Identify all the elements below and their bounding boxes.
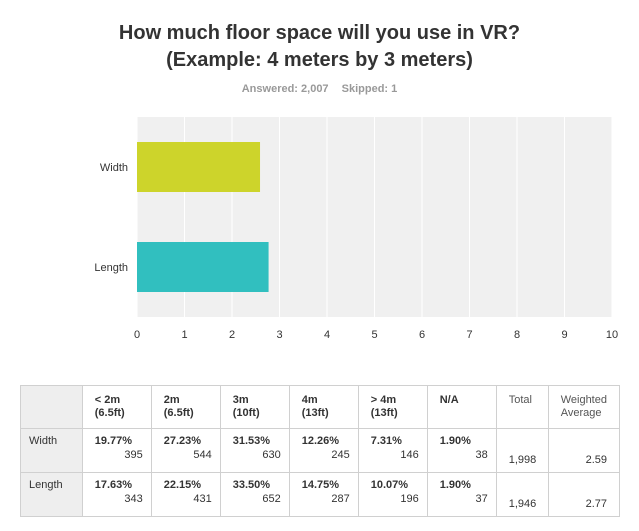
bar-chart: 0 1 2 3 4 5 6 7 8 9 10 Width Length bbox=[94, 117, 618, 341]
x-tick-label-9: 9 bbox=[561, 329, 567, 341]
table-row-width: Width 19.77% 395 27.23% 544 31.53% 630 12.2… bbox=[20, 428, 621, 473]
x-tick-label-6: 6 bbox=[419, 329, 425, 341]
col-header-2m: 2m (6.5ft) bbox=[150, 385, 221, 429]
question-title: How much floor space will you use in VR?… bbox=[0, 20, 639, 74]
cell-length-na: 1.90% 37 bbox=[426, 472, 497, 517]
col-header-4m: 4m (13ft) bbox=[288, 385, 359, 429]
cell-length-4m: 14.75% 287 bbox=[288, 472, 359, 517]
col-header-3m: 3m (10ft) bbox=[219, 385, 290, 429]
row-label-width: Width bbox=[20, 428, 83, 473]
x-tick-label-4: 4 bbox=[324, 329, 330, 341]
x-tick-label-8: 8 bbox=[514, 329, 520, 341]
skipped-count: Skipped: 1 bbox=[341, 83, 398, 95]
col-header-na: N/A bbox=[426, 385, 497, 429]
table-corner bbox=[20, 385, 83, 429]
cell-length-gt4m: 10.07% 196 bbox=[357, 472, 428, 517]
cell-width-average: 2.59 bbox=[547, 428, 621, 473]
cell-width-lt2m: 19.77% 395 bbox=[81, 428, 152, 473]
bar-length bbox=[137, 242, 269, 292]
cell-length-2m: 22.15% 431 bbox=[150, 472, 221, 517]
x-tick-label-3: 3 bbox=[276, 329, 282, 341]
cell-width-4m: 12.26% 245 bbox=[288, 428, 359, 473]
cell-length-lt2m: 17.63% 343 bbox=[81, 472, 152, 517]
row-label-length: Length bbox=[20, 472, 83, 517]
category-label-length: Length bbox=[94, 262, 128, 274]
answered-count: Answered: 2,007 bbox=[241, 83, 329, 95]
question-title-line1: How much floor space will you use in VR? bbox=[118, 22, 521, 44]
x-tick-label-10: 10 bbox=[606, 329, 618, 341]
question-title-line2: (Example: 4 meters by 3 meters) bbox=[166, 49, 473, 71]
x-tick-label-1: 1 bbox=[181, 329, 187, 341]
cell-width-total: 1,998 bbox=[495, 428, 549, 473]
table-header-row: < 2m (6.5ft) 2m (6.5ft) 3m (10ft) 4m (13ft) … bbox=[20, 385, 621, 429]
results-table: < 2m (6.5ft) 2m (6.5ft) 3m (10ft) 4m (13ft) … bbox=[20, 385, 621, 517]
x-tick-label-2: 2 bbox=[229, 329, 235, 341]
table-row-length: Length 17.63% 343 22.15% 431 33.50% 652 14.… bbox=[20, 472, 621, 517]
col-header-lt2m: < 2m (6.5ft) bbox=[81, 385, 152, 429]
x-tick-label-5: 5 bbox=[371, 329, 377, 341]
response-stats: Answered: 2,007 Skipped: 1 bbox=[0, 83, 639, 95]
cell-length-3m: 33.50% 652 bbox=[219, 472, 290, 517]
cell-width-gt4m: 7.31% 146 bbox=[357, 428, 428, 473]
col-header-total: Total bbox=[495, 385, 549, 429]
col-header-weighted-average: Weighted Average bbox=[547, 385, 621, 429]
cell-width-3m: 31.53% 630 bbox=[219, 428, 290, 473]
x-tick-label-0: 0 bbox=[134, 329, 140, 341]
category-label-width: Width bbox=[100, 162, 128, 174]
bar-width bbox=[137, 142, 261, 192]
cell-length-total: 1,946 bbox=[495, 472, 549, 517]
cell-length-average: 2.77 bbox=[547, 472, 621, 517]
col-header-gt4m: > 4m (13ft) bbox=[357, 385, 428, 429]
cell-width-2m: 27.23% 544 bbox=[150, 428, 221, 473]
x-tick-label-7: 7 bbox=[466, 329, 472, 341]
cell-width-na: 1.90% 38 bbox=[426, 428, 497, 473]
